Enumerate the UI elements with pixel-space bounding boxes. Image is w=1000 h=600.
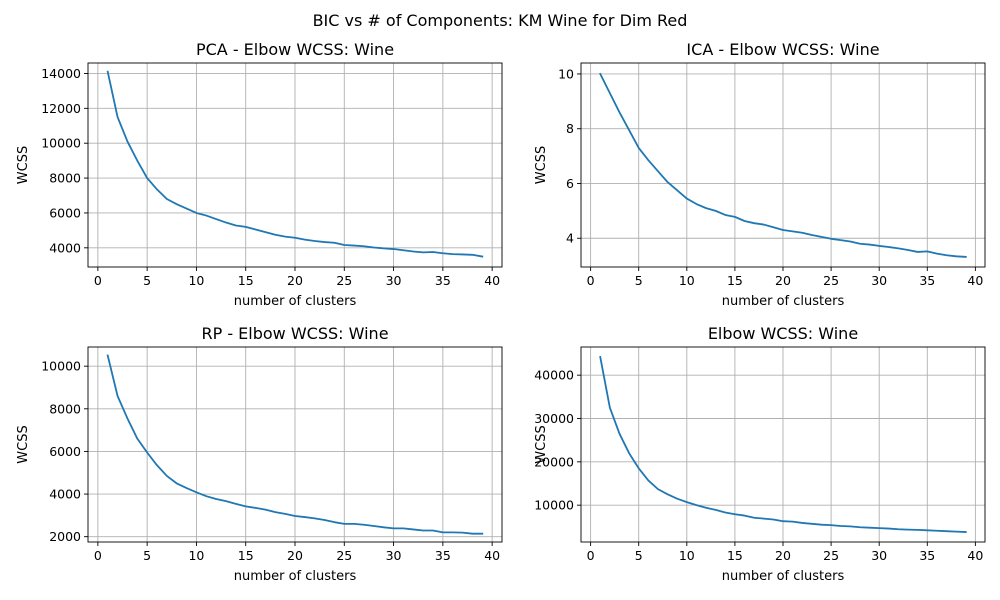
x-axis-label: number of clusters [234, 294, 357, 309]
subplot-grid: 0 5 10 15 20 25 30 35 40400060008000100001200014… [16, 40, 986, 584]
x-tick-label: 15 [238, 273, 254, 288]
y-tick-label: 20000 [534, 454, 574, 469]
series-line-rp [106, 354, 484, 535]
x-tick-label: 15 [238, 548, 254, 563]
y-axis-label: WCSS [534, 425, 549, 463]
x-tick-label: 30 [871, 548, 887, 563]
x-tick-label: 25 [336, 548, 352, 563]
x-tick-label: 25 [823, 548, 839, 563]
x-axis-label: number of clusters [722, 569, 845, 584]
x-tick-label: 20 [775, 273, 791, 288]
y-tick-label: 6000 [49, 205, 81, 220]
x-tick-label: 10 [679, 548, 695, 563]
x-tick-label: 25 [336, 273, 352, 288]
x-tick-label: 15 [727, 273, 743, 288]
x-tick-label: 15 [727, 548, 743, 563]
y-tick-label: 14000 [41, 66, 81, 81]
subplot-title: RP - Elbow WCSS: Wine [201, 324, 388, 343]
subplot-pca: 0 5 10 15 20 25 30 35 40 4000 6000 8000 10000 12000 14… [16, 40, 503, 309]
y-tick-label: 4000 [49, 240, 81, 255]
x-tick-label: 10 [679, 273, 695, 288]
y-tick-label: 8000 [49, 401, 81, 416]
y-tick-label: 10 [558, 66, 574, 81]
subplot-ica: 0 5 10 15 20 25 30 35 40 4 6 8 10 ICA - Elbow WCSS: W… [534, 40, 986, 309]
x-tick-label: 10 [188, 548, 204, 563]
subplot-title: Elbow WCSS: Wine [708, 324, 858, 343]
x-tick-label: 30 [386, 548, 402, 563]
x-tick-label: 35 [435, 273, 451, 288]
series-line-ica [599, 72, 967, 258]
x-tick-label: 40 [484, 273, 500, 288]
x-tick-label: 5 [635, 548, 643, 563]
y-axis-label: WCSS [16, 146, 31, 184]
subplot-title: ICA - Elbow WCSS: Wine [686, 40, 879, 59]
y-tick-label: 8 [566, 121, 574, 136]
subplot-title: PCA - Elbow WCSS: Wine [196, 40, 394, 59]
x-tick-label: 20 [287, 548, 303, 563]
subplot-raw: 0 5 10 15 20 25 30 35 40 10000 20000 30000 40000 Elbo… [534, 324, 986, 584]
x-tick-label: 0 [94, 548, 102, 563]
series-line-raw [599, 355, 967, 533]
y-tick-label: 10000 [41, 359, 81, 374]
subplot-rp: 0 5 10 15 20 25 30 35 40 2000 4000 6000 8000 10000 RP … [16, 324, 503, 584]
y-tick-label: 6000 [49, 444, 81, 459]
x-tick-label: 0 [587, 273, 595, 288]
y-tick-label: 40000 [534, 368, 574, 383]
x-tick-label: 5 [635, 273, 643, 288]
x-axis-label: number of clusters [234, 569, 357, 584]
y-axis-label: WCSS [534, 146, 549, 184]
x-tick-label: 5 [143, 273, 151, 288]
x-tick-label: 35 [435, 548, 451, 563]
y-tick-label: 8000 [49, 171, 81, 186]
x-tick-label: 30 [871, 273, 887, 288]
x-tick-label: 0 [94, 273, 102, 288]
x-tick-label: 10 [188, 273, 204, 288]
x-tick-label: 35 [919, 548, 935, 563]
y-axis-label: WCSS [16, 425, 31, 463]
x-tick-label: 20 [287, 273, 303, 288]
y-tick-label: 12000 [41, 101, 81, 116]
y-tick-label: 30000 [534, 411, 574, 426]
x-tick-label: 20 [775, 548, 791, 563]
y-tick-label: 4000 [49, 487, 81, 502]
x-tick-label: 0 [587, 548, 595, 563]
y-tick-label: 4 [566, 231, 574, 246]
x-tick-label: 40 [484, 548, 500, 563]
x-tick-label: 25 [823, 273, 839, 288]
y-tick-label: 10000 [534, 498, 574, 513]
x-tick-label: 35 [919, 273, 935, 288]
y-tick-label: 6 [566, 176, 574, 191]
x-axis-label: number of clusters [722, 294, 845, 309]
series-line-pca [106, 70, 484, 258]
y-tick-label: 10000 [41, 136, 81, 151]
y-tick-label: 2000 [49, 529, 81, 544]
x-tick-label: 5 [143, 548, 151, 563]
figure-suptitle: BIC vs # of Components: KM Wine for Dim … [313, 11, 688, 30]
x-tick-label: 40 [967, 273, 983, 288]
x-tick-label: 40 [967, 548, 983, 563]
x-tick-label: 30 [386, 273, 402, 288]
